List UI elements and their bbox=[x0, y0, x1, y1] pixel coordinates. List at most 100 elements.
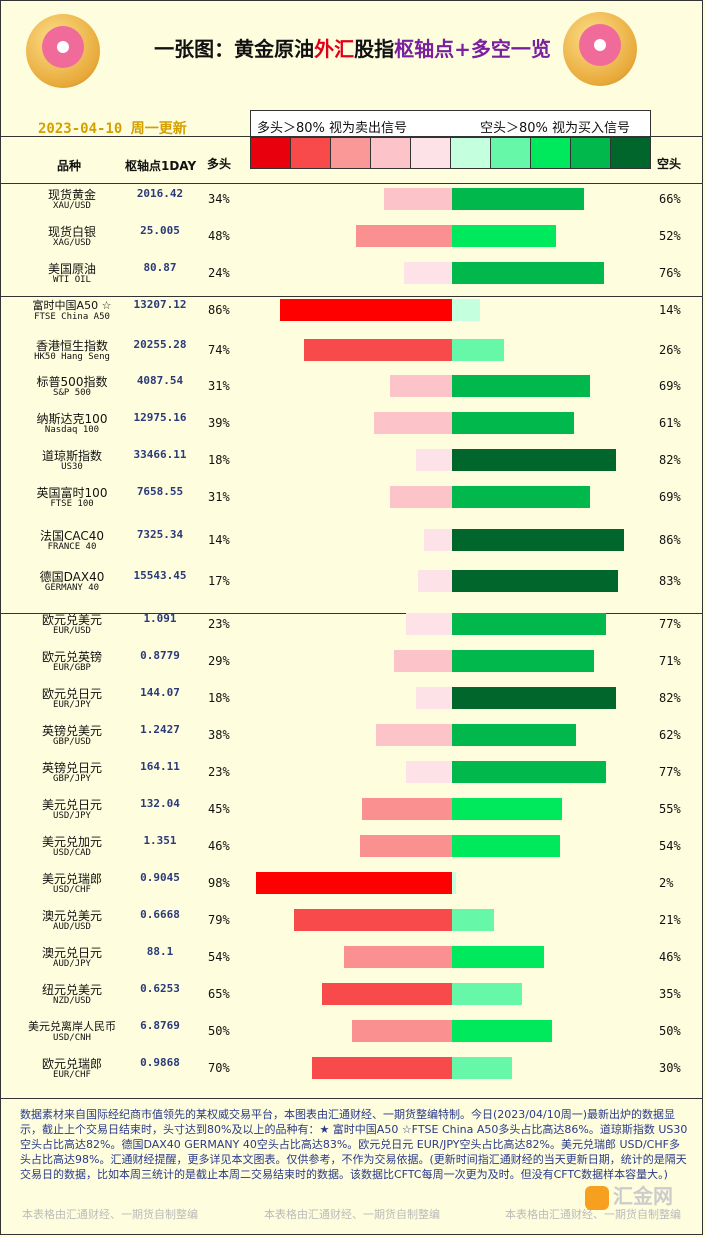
row-pivot-4: 20255.28 bbox=[133, 338, 187, 351]
color-swatch-6 bbox=[491, 138, 531, 168]
footer-note: 数据素材来自国际经纪商市值领先的某权威交易平台，本图表由汇通财经、一期货整编特制… bbox=[20, 1108, 688, 1181]
row-name-cn-4: 香港恒生指数 bbox=[35, 339, 108, 353]
row-long-pct-18: 98% bbox=[208, 876, 230, 890]
short-bar-22 bbox=[452, 1020, 552, 1042]
row-pivot-20: 88.1 bbox=[146, 945, 174, 958]
row-short-pct-21: 35% bbox=[659, 987, 681, 1001]
row-short-pct-1: 52% bbox=[659, 229, 681, 243]
long-bar-20 bbox=[344, 946, 452, 968]
row-pivot-5: 4087.54 bbox=[136, 374, 184, 387]
row-short-pct-2: 76% bbox=[659, 266, 681, 280]
watermark-1: 本表格由汇通财经、一期货自制整编 bbox=[22, 1208, 198, 1221]
row-pivot-6: 12975.16 bbox=[133, 411, 187, 424]
row-name-en-8: FTSE 100 bbox=[50, 499, 94, 509]
long-bar-16 bbox=[362, 798, 452, 820]
row-pivot-16: 132.04 bbox=[140, 797, 180, 810]
row-long-pct-11: 23% bbox=[208, 617, 230, 631]
row-name-en-22: USD/CNH bbox=[53, 1033, 91, 1043]
row-pivot-2: 80.87 bbox=[143, 261, 177, 274]
legend-long-signal: 多头＞80% 视为卖出信号 bbox=[257, 121, 408, 136]
row-long-pct-19: 79% bbox=[208, 913, 230, 927]
row-pivot-18: 0.9045 bbox=[140, 871, 180, 884]
color-swatch-0 bbox=[251, 138, 291, 168]
long-bar-1 bbox=[356, 225, 452, 247]
row-long-pct-23: 70% bbox=[208, 1061, 230, 1075]
color-scale bbox=[250, 137, 651, 169]
row-long-pct-17: 46% bbox=[208, 839, 230, 853]
row-long-pct-20: 54% bbox=[208, 950, 230, 964]
short-bar-16 bbox=[452, 798, 562, 820]
row-long-pct-7: 18% bbox=[208, 453, 230, 467]
short-bar-18 bbox=[452, 872, 456, 894]
row-short-pct-16: 55% bbox=[659, 802, 681, 816]
short-bar-14 bbox=[452, 724, 576, 746]
row-short-pct-6: 61% bbox=[659, 416, 681, 430]
row-name-cn-0: 现货黄金 bbox=[47, 188, 96, 202]
short-bar-13 bbox=[452, 687, 616, 709]
legend-box bbox=[250, 110, 651, 137]
long-bar-8 bbox=[390, 486, 452, 508]
row-name-cn-7: 道琼斯指数 bbox=[41, 449, 102, 463]
row-name-en-11: EUR/USD bbox=[53, 626, 91, 636]
short-bar-0 bbox=[452, 188, 584, 210]
title-part-2: 外汇 bbox=[314, 37, 355, 61]
long-bar-4 bbox=[304, 339, 452, 361]
short-bar-4 bbox=[452, 339, 504, 361]
table-bottom-divider bbox=[0, 1098, 703, 1099]
row-short-pct-12: 71% bbox=[659, 654, 681, 668]
title-part-1: 一张图：黄金原油 bbox=[154, 37, 315, 61]
logo-right-icon bbox=[563, 12, 637, 86]
short-bar-8 bbox=[452, 486, 590, 508]
long-bar-9 bbox=[424, 529, 452, 551]
row-name-cn-5: 标普500指数 bbox=[36, 375, 108, 389]
short-bar-5 bbox=[452, 375, 590, 397]
row-pivot-19: 0.6668 bbox=[140, 908, 180, 921]
color-swatch-5 bbox=[451, 138, 491, 168]
row-name-en-23: EUR/CHF bbox=[53, 1070, 91, 1080]
color-swatch-1 bbox=[291, 138, 331, 168]
short-bar-3 bbox=[452, 299, 480, 321]
row-long-pct-1: 48% bbox=[208, 229, 230, 243]
short-bar-2 bbox=[452, 262, 604, 284]
row-pivot-22: 6.8769 bbox=[140, 1019, 180, 1032]
long-bar-3 bbox=[280, 299, 452, 321]
row-name-en-10: GERMANY 40 bbox=[44, 583, 100, 593]
row-pivot-1: 25.005 bbox=[140, 224, 180, 237]
row-name-cn-22: 美元兑离岸人民币 bbox=[28, 1020, 116, 1033]
long-bar-15 bbox=[406, 761, 452, 783]
row-name-en-14: GBP/USD bbox=[53, 737, 91, 747]
legend-short-signal: 空头＞80% 视为买入信号 bbox=[480, 121, 631, 136]
row-name-en-7: US30 bbox=[61, 462, 83, 472]
row-pivot-15: 164.11 bbox=[140, 760, 180, 773]
row-name-en-18: USD/CHF bbox=[53, 885, 91, 895]
row-name-cn-1: 现货白银 bbox=[47, 225, 96, 239]
row-name-cn-8: 英国富时100 bbox=[36, 486, 108, 500]
short-bar-17 bbox=[452, 835, 560, 857]
long-bar-18 bbox=[256, 872, 452, 894]
row-name-cn-21: 纽元兑美元 bbox=[41, 983, 102, 997]
title-part-4: 枢轴点+多空一览 bbox=[394, 37, 551, 61]
long-bar-12 bbox=[394, 650, 452, 672]
row-short-pct-22: 50% bbox=[659, 1024, 681, 1038]
color-swatch-7 bbox=[531, 138, 571, 168]
row-short-pct-23: 30% bbox=[659, 1061, 681, 1075]
color-swatch-2 bbox=[331, 138, 371, 168]
short-bar-9 bbox=[452, 529, 624, 551]
row-long-pct-12: 29% bbox=[208, 654, 230, 668]
row-name-en-4: HK50 Hang Seng bbox=[34, 352, 110, 362]
logo-left-icon bbox=[26, 14, 100, 88]
row-short-pct-3: 14% bbox=[659, 303, 681, 317]
color-swatch-9 bbox=[611, 138, 650, 168]
row-pivot-0: 2016.42 bbox=[136, 187, 184, 200]
row-short-pct-11: 77% bbox=[659, 617, 681, 631]
long-bar-2 bbox=[404, 262, 452, 284]
row-name-cn-19: 澳元兑美元 bbox=[41, 909, 102, 923]
row-long-pct-16: 45% bbox=[208, 802, 230, 816]
row-short-pct-13: 82% bbox=[659, 691, 681, 705]
short-bar-21 bbox=[452, 983, 522, 1005]
row-short-pct-10: 83% bbox=[659, 574, 681, 588]
row-short-pct-7: 82% bbox=[659, 453, 681, 467]
row-short-pct-0: 66% bbox=[659, 192, 681, 206]
row-name-cn-10: 德国DAX40 bbox=[39, 570, 105, 584]
